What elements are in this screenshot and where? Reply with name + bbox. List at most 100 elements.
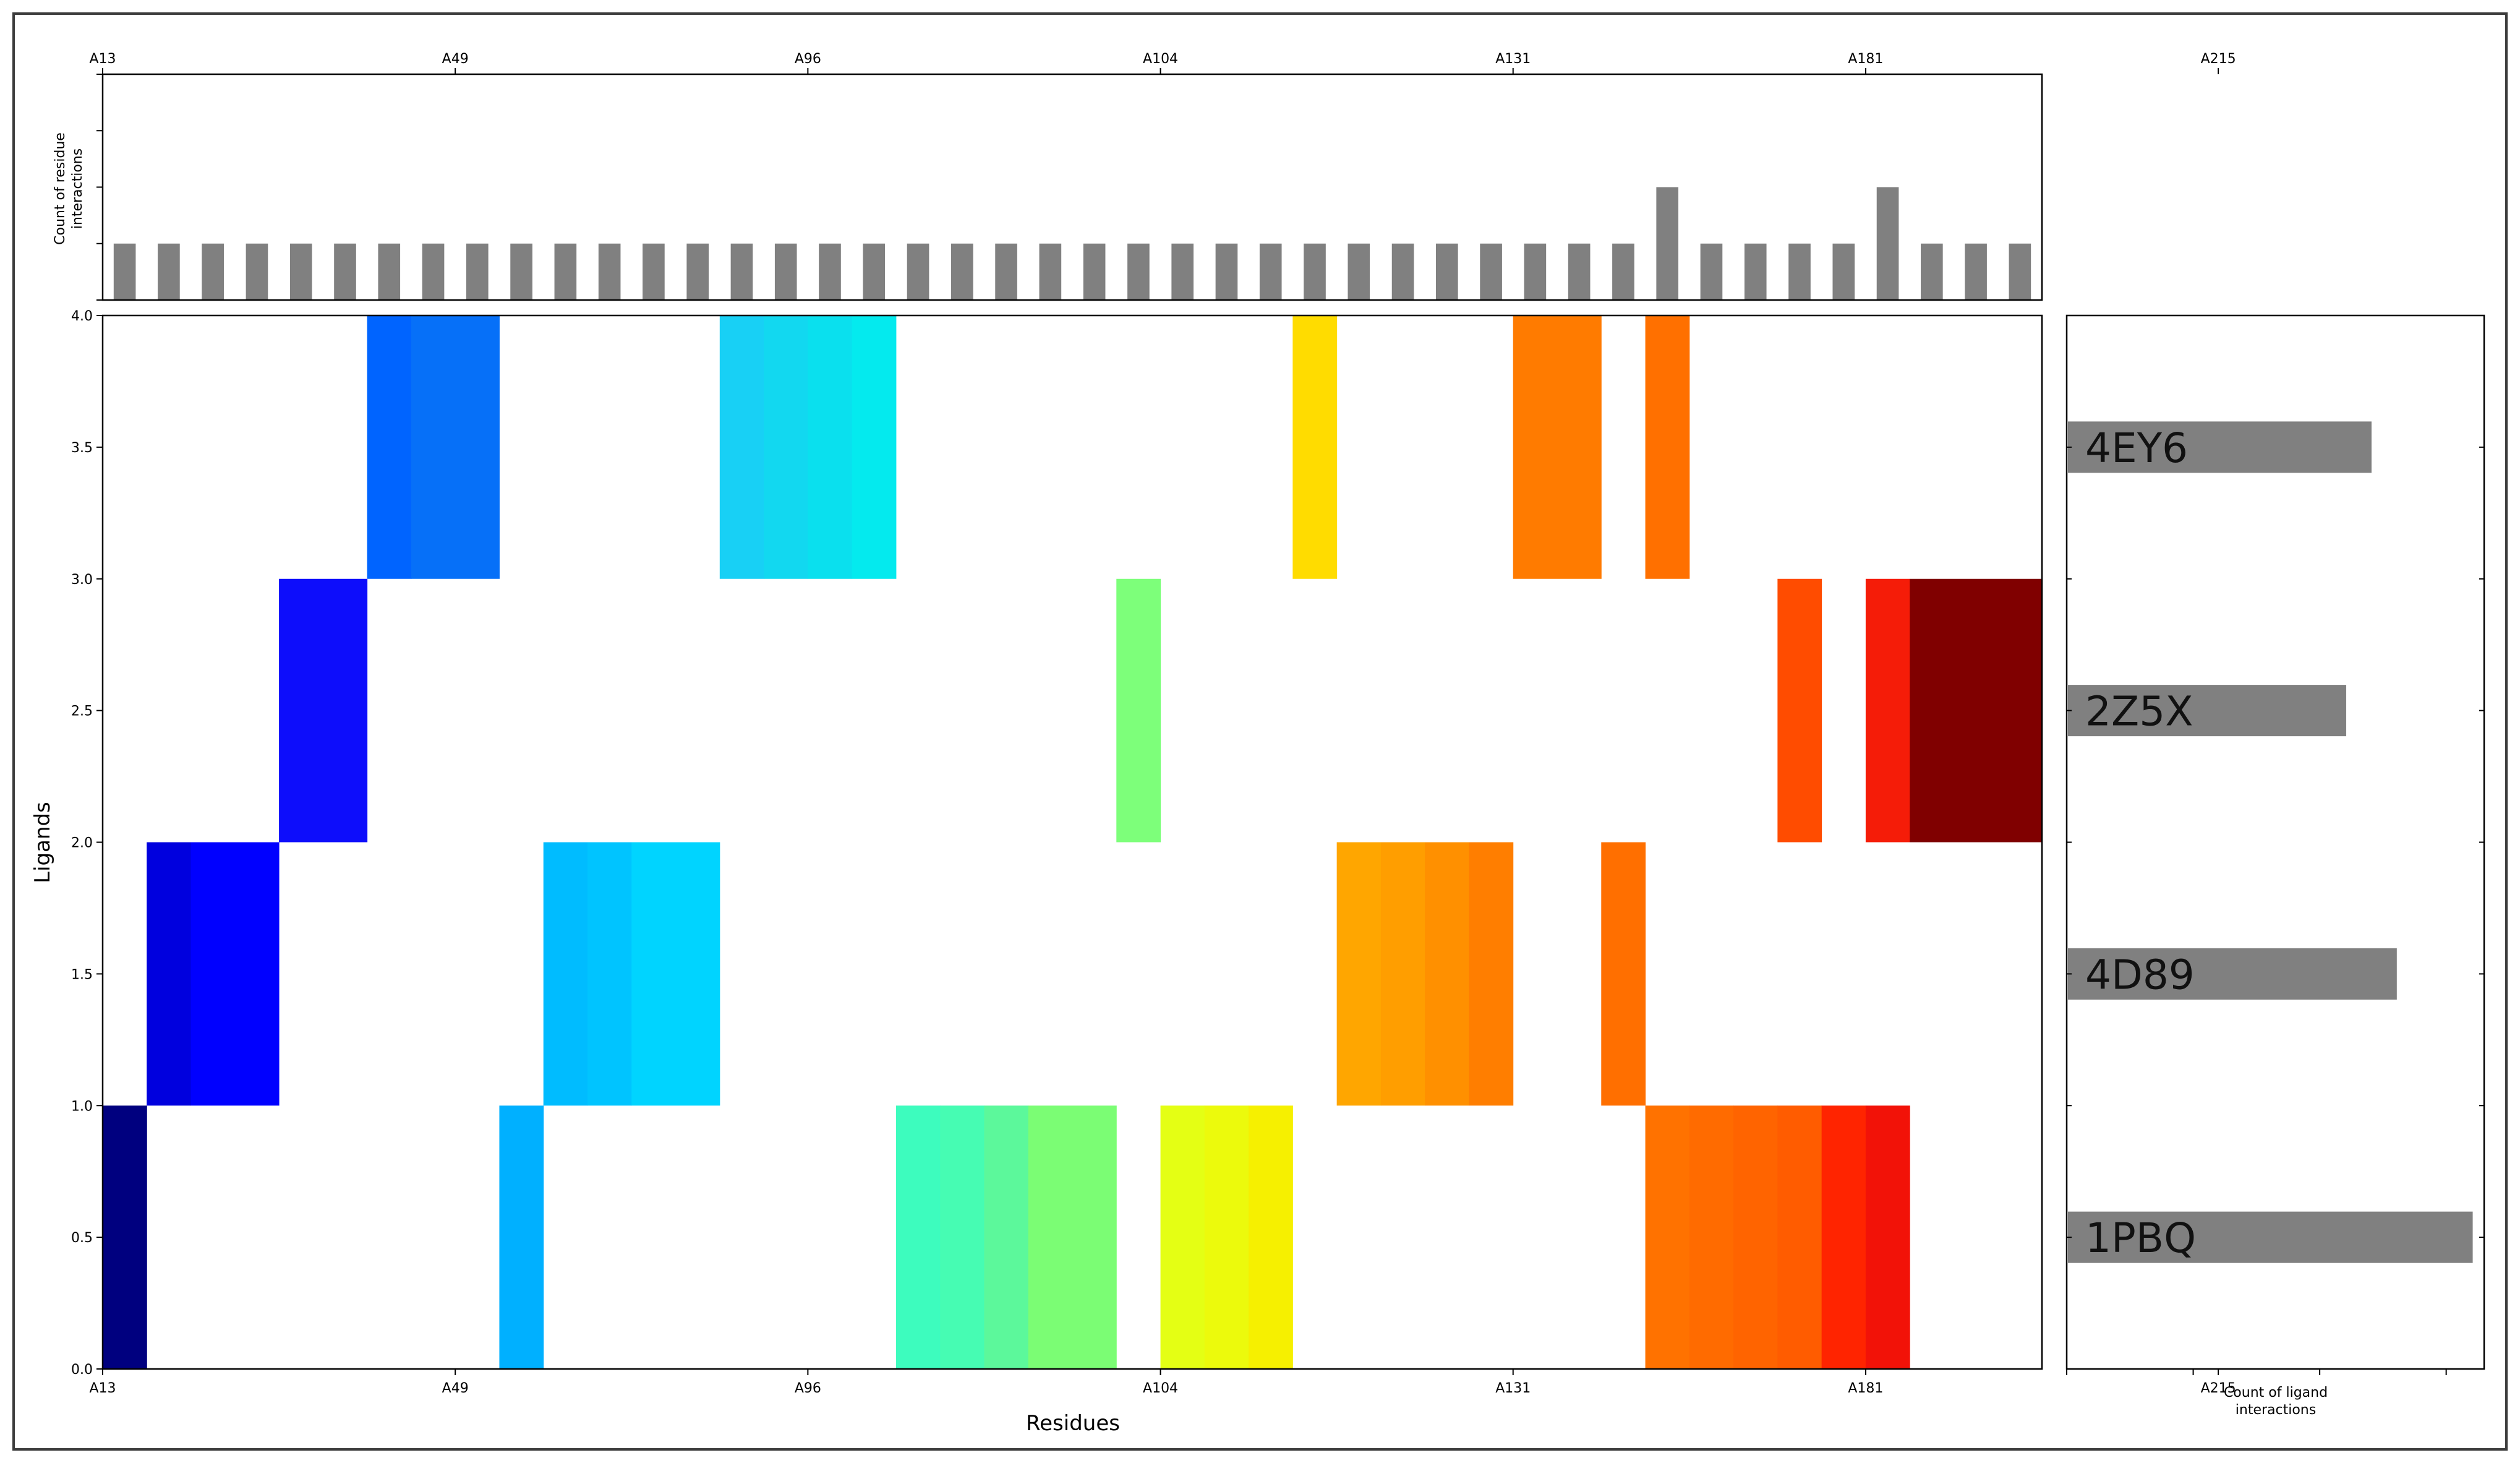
residue-count-bar xyxy=(1039,243,1062,300)
top-x-tick-label: A96 xyxy=(795,51,821,67)
residue-count-bar xyxy=(113,243,136,300)
y-tick-label: 3.0 xyxy=(71,572,93,588)
residue-count-bar xyxy=(554,243,577,300)
residue-count-bar xyxy=(1656,187,1678,300)
top-histogram-title-line1: Count of residue xyxy=(53,132,68,245)
heatmap-cell xyxy=(852,315,897,579)
right-histogram-title-line2: interactions xyxy=(2236,1402,2316,1418)
residue-count-bar xyxy=(1568,243,1591,300)
residue-count-bar xyxy=(643,243,665,300)
residue-count-bar xyxy=(1480,243,1502,300)
heatmap-cell xyxy=(940,1105,985,1369)
heatmap-cell xyxy=(1733,1105,1778,1369)
residue-count-bar xyxy=(289,243,312,300)
ligand-label: 2Z5X xyxy=(2085,688,2193,736)
x-axis-title: Residues xyxy=(1026,1411,1120,1436)
heatmap-cell xyxy=(147,842,192,1106)
heatmap-cell xyxy=(103,1105,147,1369)
heatmap-cell xyxy=(587,842,632,1106)
heatmap-cell xyxy=(1425,842,1469,1106)
residue-count-bar xyxy=(730,243,753,300)
residue-count-bar xyxy=(598,243,621,300)
residue-count-bar xyxy=(995,243,1017,300)
x-tick-label: A104 xyxy=(1143,1381,1178,1396)
residue-count-bar xyxy=(1436,243,1458,300)
residue-count-bar xyxy=(1348,243,1370,300)
top-x-tick-label: A215 xyxy=(2201,51,2236,67)
y-tick-label: 2.5 xyxy=(71,704,93,719)
residue-count-bar xyxy=(1083,243,1106,300)
heatmap-cell xyxy=(764,315,808,579)
top-x-tick-label: A181 xyxy=(1848,51,1883,67)
residue-count-bar xyxy=(1832,243,1855,300)
residue-count-bar xyxy=(1788,243,1811,300)
heatmap-cell xyxy=(1513,315,1602,579)
heatmap-cell xyxy=(1865,1105,1910,1369)
heatmap-cell xyxy=(1777,1105,1822,1369)
residue-count-bar xyxy=(1171,243,1194,300)
top-x-tick-label: A131 xyxy=(1495,51,1531,67)
ligand-count-bar xyxy=(2068,1211,2473,1263)
residue-count-bar xyxy=(246,243,268,300)
x-tick-label: A215 xyxy=(2201,1381,2236,1396)
residue-count-bar xyxy=(1744,243,1767,300)
right-histogram-title-line1: Count of ligand xyxy=(2224,1385,2328,1401)
heatmap-cell xyxy=(1601,842,1646,1106)
heatmap-cell xyxy=(895,1105,941,1369)
heatmap-cell xyxy=(190,842,280,1106)
residue-count-bar xyxy=(819,243,841,300)
residue-count-bar xyxy=(466,243,489,300)
residue-count-bar xyxy=(334,243,356,300)
heatmap-cell xyxy=(279,578,368,843)
heatmap-cell xyxy=(719,315,764,579)
residue-count-bar xyxy=(907,243,929,300)
heatmap-cell xyxy=(543,842,588,1106)
residue-count-bar xyxy=(1259,243,1282,300)
residue-count-bar xyxy=(1391,243,1414,300)
residue-count-bar xyxy=(158,243,180,300)
heatmap-cell xyxy=(367,315,412,579)
heatmap-cell xyxy=(1689,1105,1734,1369)
heatmap-cell xyxy=(1249,1105,1293,1369)
residue-count-bar xyxy=(378,243,401,300)
residue-count-bar xyxy=(1215,243,1238,300)
ligand-label: 1PBQ xyxy=(2085,1214,2196,1262)
residue-count-bar xyxy=(422,243,445,300)
ligand-count-bar xyxy=(2068,421,2372,473)
residue-count-bar xyxy=(1921,243,1943,300)
x-tick-label: A181 xyxy=(1848,1381,1883,1396)
heatmap-cell xyxy=(1821,1105,1866,1369)
x-tick-label: A96 xyxy=(795,1381,821,1396)
x-tick-label: A131 xyxy=(1495,1381,1531,1396)
heatmap-cell xyxy=(1645,1105,1690,1369)
x-tick-label: A13 xyxy=(89,1381,116,1396)
residue-count-bar xyxy=(1612,243,1634,300)
top-histogram-title-line2: interactions xyxy=(70,148,85,229)
ligand-count-bar xyxy=(2068,685,2346,737)
residue-count-bar xyxy=(2009,243,2031,300)
residue-count-bar xyxy=(1965,243,1987,300)
residue-count-bar xyxy=(1524,243,1547,300)
ligand-count-bar xyxy=(2068,948,2397,1000)
ligand-label: 4D89 xyxy=(2085,951,2195,998)
heatmap-cell xyxy=(984,1105,1029,1369)
top-x-tick-label: A104 xyxy=(1143,51,1178,67)
residue-count-bar xyxy=(951,243,973,300)
residue-count-bar xyxy=(1876,187,1899,300)
residue-count-bar xyxy=(202,243,224,300)
residue-count-bar xyxy=(863,243,886,300)
heatmap-cell xyxy=(1116,578,1161,843)
heatmap-cell xyxy=(1865,578,1910,843)
y-tick-label: 1.0 xyxy=(71,1099,93,1114)
heatmap-cell xyxy=(499,1105,544,1369)
residue-count-bar xyxy=(510,243,532,300)
ligand-label: 4EY6 xyxy=(2085,424,2188,472)
top-x-tick-label: A13 xyxy=(89,51,116,67)
x-tick-label: A49 xyxy=(442,1381,469,1396)
heatmap-cell xyxy=(1777,578,1822,843)
residue-count-bar xyxy=(1304,243,1326,300)
residue-count-bar xyxy=(1700,243,1723,300)
heatmap-cell xyxy=(1910,578,2043,843)
y-tick-label: 0.5 xyxy=(71,1230,93,1246)
heatmap-cell xyxy=(1028,1105,1117,1369)
